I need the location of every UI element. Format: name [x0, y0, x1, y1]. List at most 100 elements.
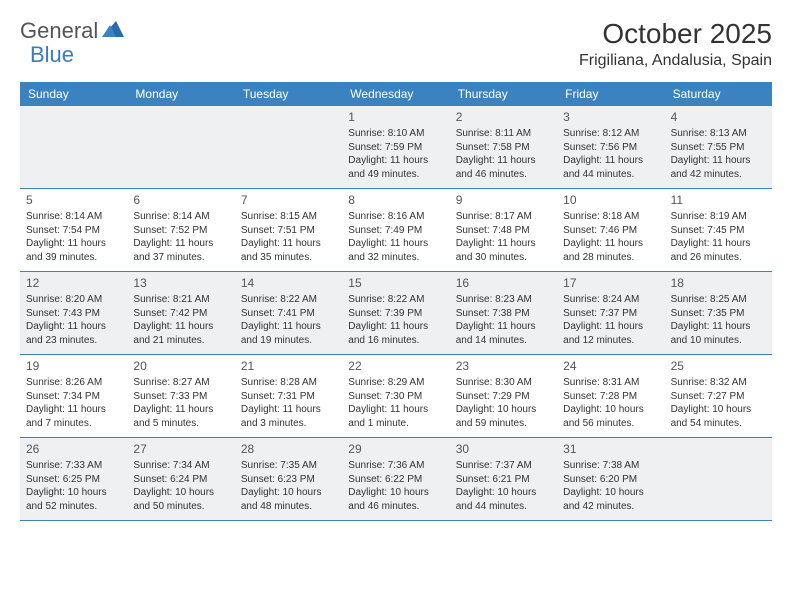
sunrise-text: Sunrise: 8:28 AM	[241, 376, 336, 390]
day-number: 2	[456, 109, 551, 125]
day-cell: 15Sunrise: 8:22 AMSunset: 7:39 PMDayligh…	[342, 272, 449, 354]
sunset-text: Sunset: 6:21 PM	[456, 473, 551, 487]
daylight-text: Daylight: 10 hours and 50 minutes.	[133, 486, 228, 513]
logo-triangle-icon	[102, 21, 124, 42]
day-number: 15	[348, 275, 443, 291]
day-cell: 2Sunrise: 8:11 AMSunset: 7:58 PMDaylight…	[450, 106, 557, 188]
day-cell: 16Sunrise: 8:23 AMSunset: 7:38 PMDayligh…	[450, 272, 557, 354]
sunrise-text: Sunrise: 8:12 AM	[563, 127, 658, 141]
header-right: October 2025 Frigiliana, Andalusia, Spai…	[579, 18, 772, 70]
day-cell: 31Sunrise: 7:38 AMSunset: 6:20 PMDayligh…	[557, 438, 664, 520]
logo-word2: Blue	[30, 42, 74, 67]
day-number: 6	[133, 192, 228, 208]
day-number: 26	[26, 441, 121, 457]
day-cell: 21Sunrise: 8:28 AMSunset: 7:31 PMDayligh…	[235, 355, 342, 437]
day-cell: 10Sunrise: 8:18 AMSunset: 7:46 PMDayligh…	[557, 189, 664, 271]
sunset-text: Sunset: 7:28 PM	[563, 390, 658, 404]
day-cell: 23Sunrise: 8:30 AMSunset: 7:29 PMDayligh…	[450, 355, 557, 437]
weekday-label: Monday	[127, 82, 234, 106]
day-number: 19	[26, 358, 121, 374]
day-number: 22	[348, 358, 443, 374]
sunset-text: Sunset: 7:33 PM	[133, 390, 228, 404]
sunset-text: Sunset: 6:23 PM	[241, 473, 336, 487]
day-number: 8	[348, 192, 443, 208]
daylight-text: Daylight: 11 hours and 37 minutes.	[133, 237, 228, 264]
day-cell: 19Sunrise: 8:26 AMSunset: 7:34 PMDayligh…	[20, 355, 127, 437]
day-cell: 29Sunrise: 7:36 AMSunset: 6:22 PMDayligh…	[342, 438, 449, 520]
day-number: 3	[563, 109, 658, 125]
sunrise-text: Sunrise: 8:14 AM	[133, 210, 228, 224]
sunrise-text: Sunrise: 8:17 AM	[456, 210, 551, 224]
sunset-text: Sunset: 7:54 PM	[26, 224, 121, 238]
sunset-text: Sunset: 7:46 PM	[563, 224, 658, 238]
day-number: 21	[241, 358, 336, 374]
sunrise-text: Sunrise: 8:22 AM	[241, 293, 336, 307]
page-header: General October 2025 Frigiliana, Andalus…	[20, 18, 772, 70]
daylight-text: Daylight: 10 hours and 42 minutes.	[563, 486, 658, 513]
sunrise-text: Sunrise: 7:34 AM	[133, 459, 228, 473]
daylight-text: Daylight: 11 hours and 5 minutes.	[133, 403, 228, 430]
sunset-text: Sunset: 6:20 PM	[563, 473, 658, 487]
sunset-text: Sunset: 7:59 PM	[348, 141, 443, 155]
day-number: 7	[241, 192, 336, 208]
daylight-text: Daylight: 11 hours and 49 minutes.	[348, 154, 443, 181]
daylight-text: Daylight: 10 hours and 54 minutes.	[671, 403, 766, 430]
sunrise-text: Sunrise: 7:38 AM	[563, 459, 658, 473]
week-row: 5Sunrise: 8:14 AMSunset: 7:54 PMDaylight…	[20, 189, 772, 272]
day-number: 16	[456, 275, 551, 291]
sunset-text: Sunset: 7:37 PM	[563, 307, 658, 321]
day-cell-empty	[20, 106, 127, 188]
logo-word1: General	[20, 18, 98, 44]
sunset-text: Sunset: 6:24 PM	[133, 473, 228, 487]
day-cell: 17Sunrise: 8:24 AMSunset: 7:37 PMDayligh…	[557, 272, 664, 354]
daylight-text: Daylight: 11 hours and 30 minutes.	[456, 237, 551, 264]
sunrise-text: Sunrise: 8:19 AM	[671, 210, 766, 224]
day-number: 5	[26, 192, 121, 208]
sunrise-text: Sunrise: 8:13 AM	[671, 127, 766, 141]
day-cell: 5Sunrise: 8:14 AMSunset: 7:54 PMDaylight…	[20, 189, 127, 271]
day-number: 9	[456, 192, 551, 208]
daylight-text: Daylight: 10 hours and 48 minutes.	[241, 486, 336, 513]
sunrise-text: Sunrise: 8:29 AM	[348, 376, 443, 390]
sunrise-text: Sunrise: 8:26 AM	[26, 376, 121, 390]
daylight-text: Daylight: 11 hours and 1 minute.	[348, 403, 443, 430]
calendar: SundayMondayTuesdayWednesdayThursdayFrid…	[20, 82, 772, 521]
sunset-text: Sunset: 7:56 PM	[563, 141, 658, 155]
day-cell: 9Sunrise: 8:17 AMSunset: 7:48 PMDaylight…	[450, 189, 557, 271]
daylight-text: Daylight: 11 hours and 32 minutes.	[348, 237, 443, 264]
daylight-text: Daylight: 10 hours and 52 minutes.	[26, 486, 121, 513]
sunset-text: Sunset: 7:35 PM	[671, 307, 766, 321]
day-number: 12	[26, 275, 121, 291]
month-title: October 2025	[579, 18, 772, 50]
day-cell-empty	[127, 106, 234, 188]
sunrise-text: Sunrise: 8:31 AM	[563, 376, 658, 390]
location: Frigiliana, Andalusia, Spain	[579, 52, 772, 70]
day-cell: 25Sunrise: 8:32 AMSunset: 7:27 PMDayligh…	[665, 355, 772, 437]
weekday-label: Friday	[557, 82, 664, 106]
week-row: 12Sunrise: 8:20 AMSunset: 7:43 PMDayligh…	[20, 272, 772, 355]
day-number: 23	[456, 358, 551, 374]
calendar-body: 1Sunrise: 8:10 AMSunset: 7:59 PMDaylight…	[20, 106, 772, 521]
daylight-text: Daylight: 11 hours and 21 minutes.	[133, 320, 228, 347]
weekday-label: Thursday	[450, 82, 557, 106]
sunrise-text: Sunrise: 8:16 AM	[348, 210, 443, 224]
day-number: 30	[456, 441, 551, 457]
sunrise-text: Sunrise: 8:15 AM	[241, 210, 336, 224]
day-number: 24	[563, 358, 658, 374]
day-cell: 6Sunrise: 8:14 AMSunset: 7:52 PMDaylight…	[127, 189, 234, 271]
weekday-label: Sunday	[20, 82, 127, 106]
day-cell: 3Sunrise: 8:12 AMSunset: 7:56 PMDaylight…	[557, 106, 664, 188]
daylight-text: Daylight: 10 hours and 59 minutes.	[456, 403, 551, 430]
day-cell: 8Sunrise: 8:16 AMSunset: 7:49 PMDaylight…	[342, 189, 449, 271]
sunrise-text: Sunrise: 7:35 AM	[241, 459, 336, 473]
sunrise-text: Sunrise: 8:18 AM	[563, 210, 658, 224]
day-cell-empty	[235, 106, 342, 188]
daylight-text: Daylight: 11 hours and 39 minutes.	[26, 237, 121, 264]
day-number: 25	[671, 358, 766, 374]
day-cell: 26Sunrise: 7:33 AMSunset: 6:25 PMDayligh…	[20, 438, 127, 520]
logo-word2-wrap: Blue	[30, 42, 74, 68]
daylight-text: Daylight: 11 hours and 10 minutes.	[671, 320, 766, 347]
sunset-text: Sunset: 6:22 PM	[348, 473, 443, 487]
sunrise-text: Sunrise: 8:23 AM	[456, 293, 551, 307]
weekday-label: Saturday	[665, 82, 772, 106]
